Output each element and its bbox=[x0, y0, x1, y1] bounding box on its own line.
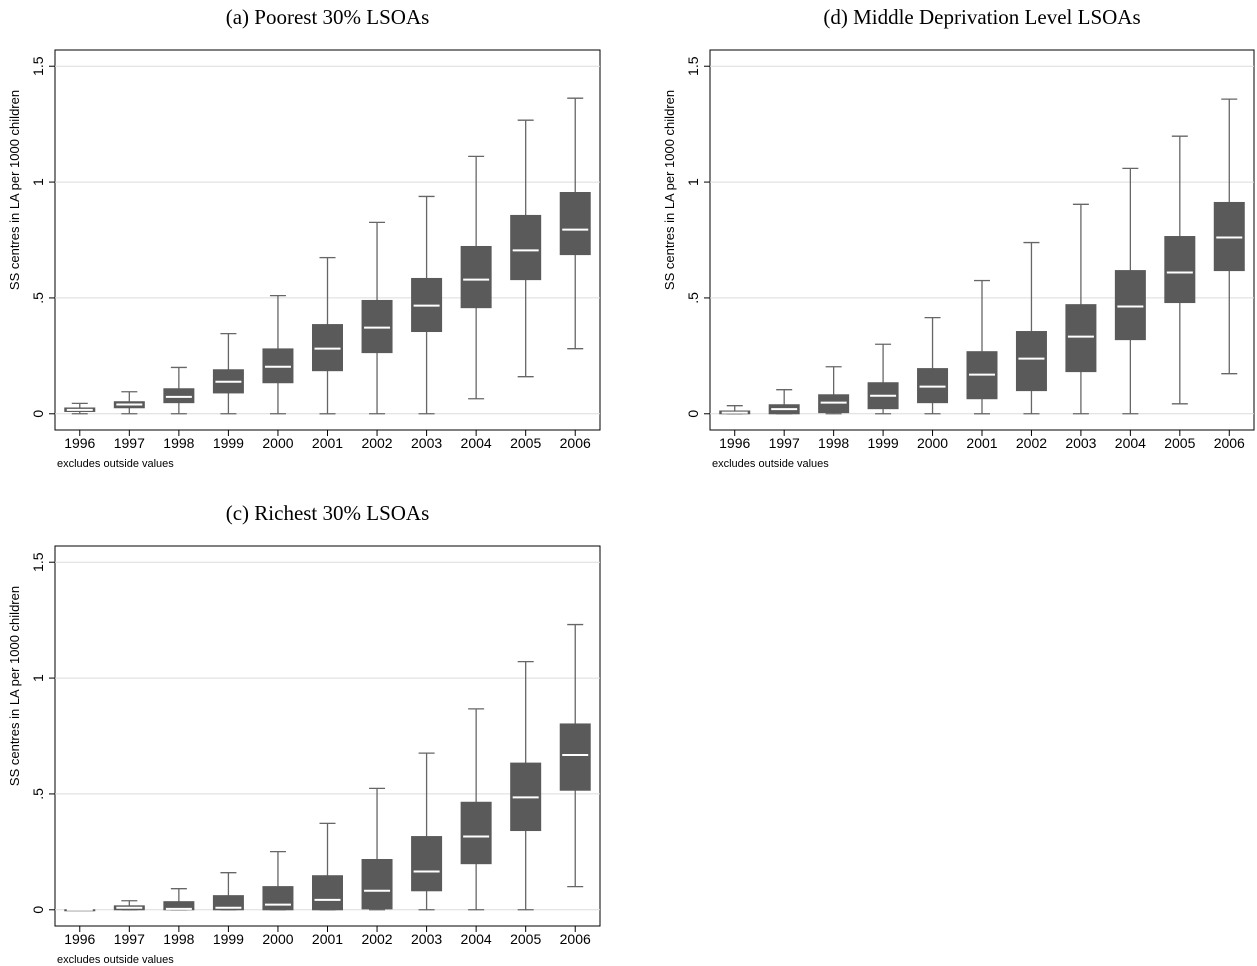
box bbox=[818, 394, 850, 414]
x-tick-label: 2003 bbox=[411, 931, 442, 947]
x-tick-label: 1996 bbox=[64, 931, 95, 947]
y-tick-label: .5 bbox=[30, 292, 46, 304]
x-tick-label: 2006 bbox=[560, 435, 591, 451]
x-tick-label: 2004 bbox=[1115, 435, 1146, 451]
chart-title: (c) Richest 30% LSOAs bbox=[226, 501, 430, 525]
x-tick-label: 1997 bbox=[114, 931, 145, 947]
x-tick-label: 2002 bbox=[1016, 435, 1047, 451]
panel: (a) Poorest 30% LSOAs SS centres in LA pe… bbox=[7, 5, 601, 470]
y-axis-label: SS centres in LA per 1000 children bbox=[7, 586, 22, 786]
y-tick-label: 0 bbox=[685, 410, 701, 418]
box bbox=[1015, 331, 1047, 392]
x-tick-label: 1998 bbox=[163, 931, 194, 947]
y-tick-label: 1.5 bbox=[30, 552, 46, 572]
x-tick-label: 2003 bbox=[1065, 435, 1096, 451]
chart-title: (d) Middle Deprivation Level LSOAs bbox=[823, 5, 1140, 29]
x-tick-label: 2001 bbox=[312, 931, 343, 947]
x-tick-label: 1999 bbox=[213, 435, 244, 451]
x-tick-label: 2000 bbox=[262, 435, 293, 451]
box bbox=[559, 192, 591, 256]
x-tick-label: 2002 bbox=[361, 435, 392, 451]
x-tick-label: 2003 bbox=[411, 435, 442, 451]
box bbox=[510, 214, 542, 281]
box bbox=[312, 324, 343, 372]
x-tick-label: 2006 bbox=[1214, 435, 1245, 451]
x-tick-label: 2005 bbox=[1164, 435, 1195, 451]
y-tick-label: 0 bbox=[30, 906, 46, 914]
y-tick-label: 1 bbox=[685, 178, 701, 186]
x-tick-label: 2002 bbox=[361, 931, 392, 947]
x-tick-label: 2005 bbox=[510, 435, 541, 451]
x-tick-label: 1996 bbox=[719, 435, 750, 451]
box bbox=[361, 859, 393, 910]
panel: (d) Middle Deprivation Level LSOAs SS cen… bbox=[662, 5, 1255, 470]
x-tick-label: 1998 bbox=[818, 435, 849, 451]
box bbox=[163, 388, 195, 404]
panel: (c) Richest 30% LSOAs SS centres in LA pe… bbox=[7, 501, 601, 966]
x-tick-label: 1999 bbox=[868, 435, 899, 451]
note: excludes outside values bbox=[57, 458, 174, 470]
y-tick-label: 1.5 bbox=[685, 56, 701, 76]
box bbox=[212, 895, 244, 911]
y-tick-label: 1 bbox=[30, 178, 46, 186]
box bbox=[917, 368, 949, 404]
x-tick-label: 1996 bbox=[64, 435, 95, 451]
box bbox=[1065, 304, 1097, 373]
box bbox=[1164, 236, 1196, 304]
box bbox=[460, 801, 492, 865]
note: excludes outside values bbox=[57, 954, 174, 966]
box bbox=[559, 723, 591, 791]
x-tick-label: 2006 bbox=[560, 931, 591, 947]
box bbox=[262, 886, 294, 911]
box bbox=[1114, 270, 1146, 341]
box bbox=[312, 875, 343, 911]
y-tick-label: .5 bbox=[30, 788, 46, 800]
x-tick-label: 1997 bbox=[114, 435, 145, 451]
y-axis-label: SS centres in LA per 1000 children bbox=[7, 90, 22, 290]
y-tick-label: .5 bbox=[685, 292, 701, 304]
x-tick-label: 1999 bbox=[213, 931, 244, 947]
x-tick-label: 1997 bbox=[769, 435, 800, 451]
y-tick-label: 0 bbox=[30, 410, 46, 418]
box bbox=[460, 245, 492, 309]
note: excludes outside values bbox=[712, 458, 829, 470]
box bbox=[411, 836, 443, 892]
x-tick-label: 2001 bbox=[966, 435, 997, 451]
x-tick-label: 2004 bbox=[461, 931, 492, 947]
x-tick-label: 2004 bbox=[461, 435, 492, 451]
x-tick-label: 2001 bbox=[312, 435, 343, 451]
y-axis-label: SS centres in LA per 1000 children bbox=[662, 90, 677, 290]
x-tick-label: 2005 bbox=[510, 931, 541, 947]
y-tick-label: 1.5 bbox=[30, 56, 46, 76]
x-tick-label: 2000 bbox=[917, 435, 948, 451]
x-tick-label: 1998 bbox=[163, 435, 194, 451]
y-tick-label: 1 bbox=[30, 674, 46, 682]
box bbox=[361, 299, 393, 354]
chart-title: (a) Poorest 30% LSOAs bbox=[226, 5, 430, 29]
x-tick-label: 2000 bbox=[262, 931, 293, 947]
